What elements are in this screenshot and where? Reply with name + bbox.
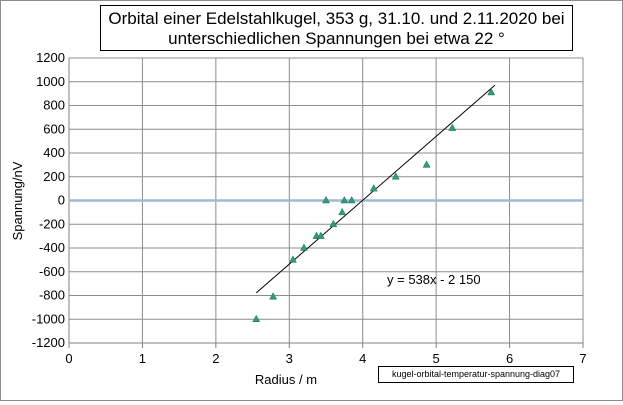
y-tick-label: 1200: [36, 50, 65, 65]
data-point: [329, 219, 338, 227]
equation-label: y = 538x - 2 150: [387, 272, 481, 287]
data-point: [391, 172, 400, 180]
data-point: [448, 123, 457, 131]
chart-title-line-2: unterschiedlichen Spannungen bei etwa 22…: [168, 29, 505, 48]
y-tick-label: 600: [43, 121, 65, 136]
data-point: [269, 292, 278, 300]
x-axis-label: Radius / m: [255, 372, 317, 387]
data-point: [289, 255, 297, 263]
x-tick-label: 0: [65, 351, 72, 366]
y-tick-label: -1000: [32, 311, 65, 326]
data-point: [338, 207, 347, 216]
y-tick-label: -600: [39, 264, 65, 279]
x-tick-label: 5: [433, 351, 440, 366]
y-tick-label: 1000: [36, 74, 65, 89]
data-point: [322, 195, 330, 204]
x-tick-label: 3: [286, 351, 293, 366]
data-point: [252, 314, 261, 322]
data-points: [252, 87, 496, 322]
x-tick-label: 6: [506, 351, 513, 366]
x-tick-label: 2: [212, 351, 219, 366]
x-tick-label: 4: [359, 351, 366, 366]
data-point: [347, 195, 356, 204]
y-tick-label: 200: [43, 169, 65, 184]
data-point: [369, 184, 378, 192]
y-tick-label: -1200: [32, 335, 65, 350]
tick-labels: 1200 1000 800 600 400 200 0 -200 -400 -600 -800 -10…: [32, 50, 587, 366]
data-point: [422, 160, 431, 168]
y-tick-label: -400: [39, 240, 65, 255]
x-tick-label: 1: [139, 351, 146, 366]
x-tick-label: 7: [579, 351, 586, 366]
y-axis-label: Spannung/nV: [10, 161, 25, 240]
chart-title-box: Orbital einer Edelstahlkugel, 353 g, 31.…: [100, 5, 573, 51]
data-point: [340, 195, 349, 204]
chart-title-line-1: Orbital einer Edelstahlkugel, 353 g, 31.…: [108, 9, 565, 28]
y-tick-label: -200: [39, 216, 65, 231]
y-tick-label: 800: [43, 98, 65, 113]
data-point: [316, 231, 325, 239]
data-point: [300, 243, 308, 251]
y-tick-label: 400: [43, 145, 65, 160]
y-tick-label: 0: [58, 193, 65, 208]
data-point: [487, 87, 496, 96]
y-tick-label: -800: [39, 288, 65, 303]
chart-caption: kugel-orbital-temperatur-spannung-diag07: [378, 366, 574, 383]
